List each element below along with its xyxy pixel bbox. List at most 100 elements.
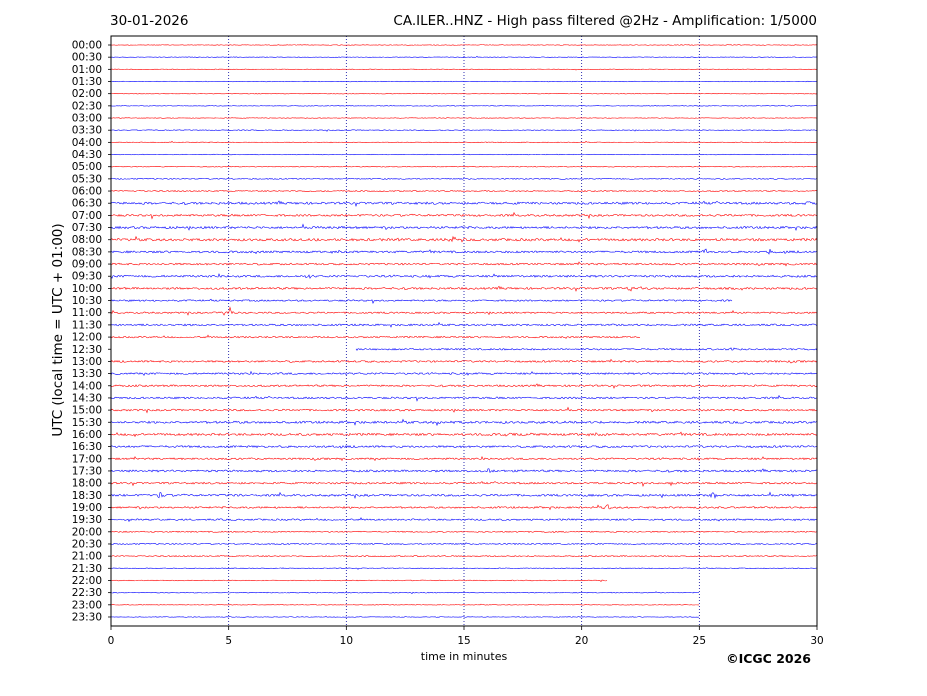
y-tick-label: 01:30 [72,76,102,88]
trace-02:30 [110,105,818,108]
trace-16:00 [110,431,818,438]
trace-05:00 [110,165,818,168]
trace-21:30 [110,567,818,570]
chart-date: 30-01-2026 [110,13,188,29]
trace-13:30 [110,370,818,376]
y-tick-label: 18:00 [72,478,102,490]
x-tick-label: 30 [810,635,823,647]
y-tick-label: 02:00 [72,88,102,100]
y-tick-label: 07:00 [72,210,102,222]
y-tick-label: 10:00 [72,283,102,295]
x-tick-label: 0 [108,635,115,647]
y-tick-label: 12:30 [72,344,102,356]
trace-08:00 [110,235,818,243]
trace-19:30 [110,517,818,523]
x-tick-label: 15 [457,635,470,647]
trace-00:00 [110,44,818,46]
x-tick-label: 20 [575,635,588,647]
y-tick-label: 18:30 [72,490,102,502]
y-tick-label: 20:00 [72,526,102,538]
trace-03:00 [111,117,818,119]
trace-17:00 [110,455,818,462]
y-tick-label: 09:00 [72,259,102,271]
trace-17:30 [110,468,818,473]
x-tick-labels: 0 5 10 15 20 25 30 [108,626,824,647]
y-tick-label: 07:30 [72,222,102,234]
trace-07:30 [110,223,818,232]
trace-19:00 [110,504,818,511]
trace-11:00 [110,306,818,316]
y-tick-label: 23:00 [72,599,102,611]
x-tick-label: 5 [225,635,232,647]
trace-01:00 [110,68,818,71]
y-tick-label: 14:00 [72,380,102,392]
seismic-traces [110,44,818,618]
y-tick-label: 04:30 [72,149,102,161]
trace-14:00 [110,383,818,389]
trace-21:00 [110,555,818,558]
plot-frame [110,35,818,627]
trace-07:00 [110,211,818,220]
y-tick-label: 12:00 [72,332,102,344]
y-tick-label: 00:30 [72,52,102,64]
trace-06:00 [110,190,818,193]
y-tick-label: 05:00 [72,161,102,173]
y-tick-label: 23:30 [72,611,102,623]
y-tick-label: 01:00 [72,64,102,76]
trace-09:00 [110,261,818,267]
trace-03:30 [110,129,818,132]
y-tick-label: 17:30 [72,465,102,477]
y-tick-label: 08:00 [72,234,102,246]
trace-10:00 [110,285,818,292]
trace-22:30 [110,591,700,594]
copyright-label: ©ICGC 2026 [726,651,811,666]
y-tick-label: 17:00 [72,453,102,465]
trace-10:30 [110,298,733,304]
trace-00:30 [110,55,818,59]
trace-14:30 [110,394,818,402]
trace-15:30 [110,418,818,427]
y-tick-label: 19:00 [72,502,102,514]
x-axis-label: time in minutes [421,650,508,663]
y-tick-label: 21:30 [72,563,102,575]
trace-08:30 [110,248,818,255]
y-tick-label: 10:30 [72,295,102,307]
y-tick-label: 16:30 [72,441,102,453]
y-axis-label: UTC (local time = UTC + 01:00) [50,223,66,436]
trace-13:00 [110,358,818,364]
y-tick-label: 04:00 [72,137,102,149]
trace-04:30 [110,153,818,156]
trace-06:30 [110,200,818,207]
trace-20:30 [110,542,818,545]
y-tick-label: 06:30 [72,198,102,210]
y-tick-label: 02:30 [72,100,102,112]
trace-12:30 [355,347,818,351]
trace-23:00 [110,603,700,606]
y-tick-label: 00:00 [72,40,102,52]
x-tick-label: 25 [693,635,706,647]
grid-lines [228,36,700,626]
y-tick-label: 14:30 [72,392,102,404]
trace-18:30 [110,491,818,500]
trace-11:30 [110,321,818,328]
trace-02:00 [110,93,818,95]
y-tick-label: 16:00 [72,429,102,441]
trace-16:30 [110,445,818,449]
y-tick-label: 22:00 [72,575,102,587]
y-tick-label: 03:00 [72,113,102,125]
x-tick-label: 10 [340,635,353,647]
y-tick-label: 05:30 [72,173,102,185]
trace-18:00 [110,481,818,487]
trace-09:30 [110,273,818,279]
y-tick-labels: 00:0000:3001:0001:3002:0002:3003:0003:30… [72,40,111,623]
trace-12:00 [110,334,641,339]
trace-05:30 [110,177,818,180]
y-tick-label: 19:30 [72,514,102,526]
y-tick-label: 03:30 [72,125,102,137]
trace-04:00 [110,140,818,144]
trace-15:00 [110,406,818,414]
y-tick-label: 09:30 [72,271,102,283]
y-tick-label: 21:00 [72,551,102,563]
y-tick-label: 06:00 [72,186,102,198]
